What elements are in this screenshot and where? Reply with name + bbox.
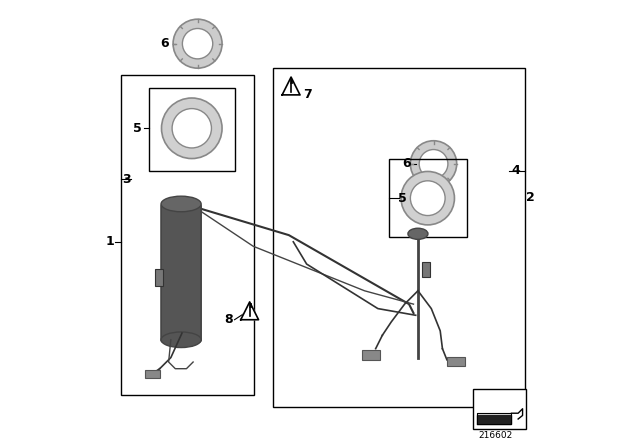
Text: 2: 2 (526, 191, 534, 204)
Text: 4: 4 (511, 164, 520, 177)
Ellipse shape (161, 196, 201, 212)
Bar (145, 370, 160, 378)
Text: 5: 5 (398, 192, 407, 205)
Bar (389, 159, 467, 237)
Text: 3: 3 (122, 173, 131, 186)
Ellipse shape (410, 181, 445, 215)
Text: 5: 5 (133, 122, 142, 135)
Text: 1: 1 (106, 235, 114, 248)
Bar (473, 389, 526, 429)
Bar (447, 357, 465, 366)
Bar (156, 268, 163, 286)
Text: 216602: 216602 (479, 431, 513, 439)
Polygon shape (282, 77, 300, 95)
Ellipse shape (408, 228, 428, 239)
Polygon shape (477, 415, 511, 424)
Ellipse shape (172, 108, 211, 148)
Bar (422, 262, 431, 277)
Polygon shape (241, 302, 259, 320)
Ellipse shape (161, 98, 222, 159)
Bar (120, 75, 254, 396)
Text: 6: 6 (403, 157, 411, 170)
Ellipse shape (182, 29, 212, 59)
Bar (362, 350, 380, 360)
Ellipse shape (410, 141, 457, 187)
Bar (273, 68, 525, 406)
Ellipse shape (401, 172, 454, 225)
Ellipse shape (173, 19, 222, 68)
Bar (148, 88, 236, 171)
Text: 6: 6 (160, 37, 168, 50)
Text: 7: 7 (303, 88, 312, 101)
Ellipse shape (419, 150, 448, 178)
Text: 8: 8 (225, 313, 233, 326)
Ellipse shape (161, 332, 201, 348)
FancyBboxPatch shape (161, 204, 201, 342)
